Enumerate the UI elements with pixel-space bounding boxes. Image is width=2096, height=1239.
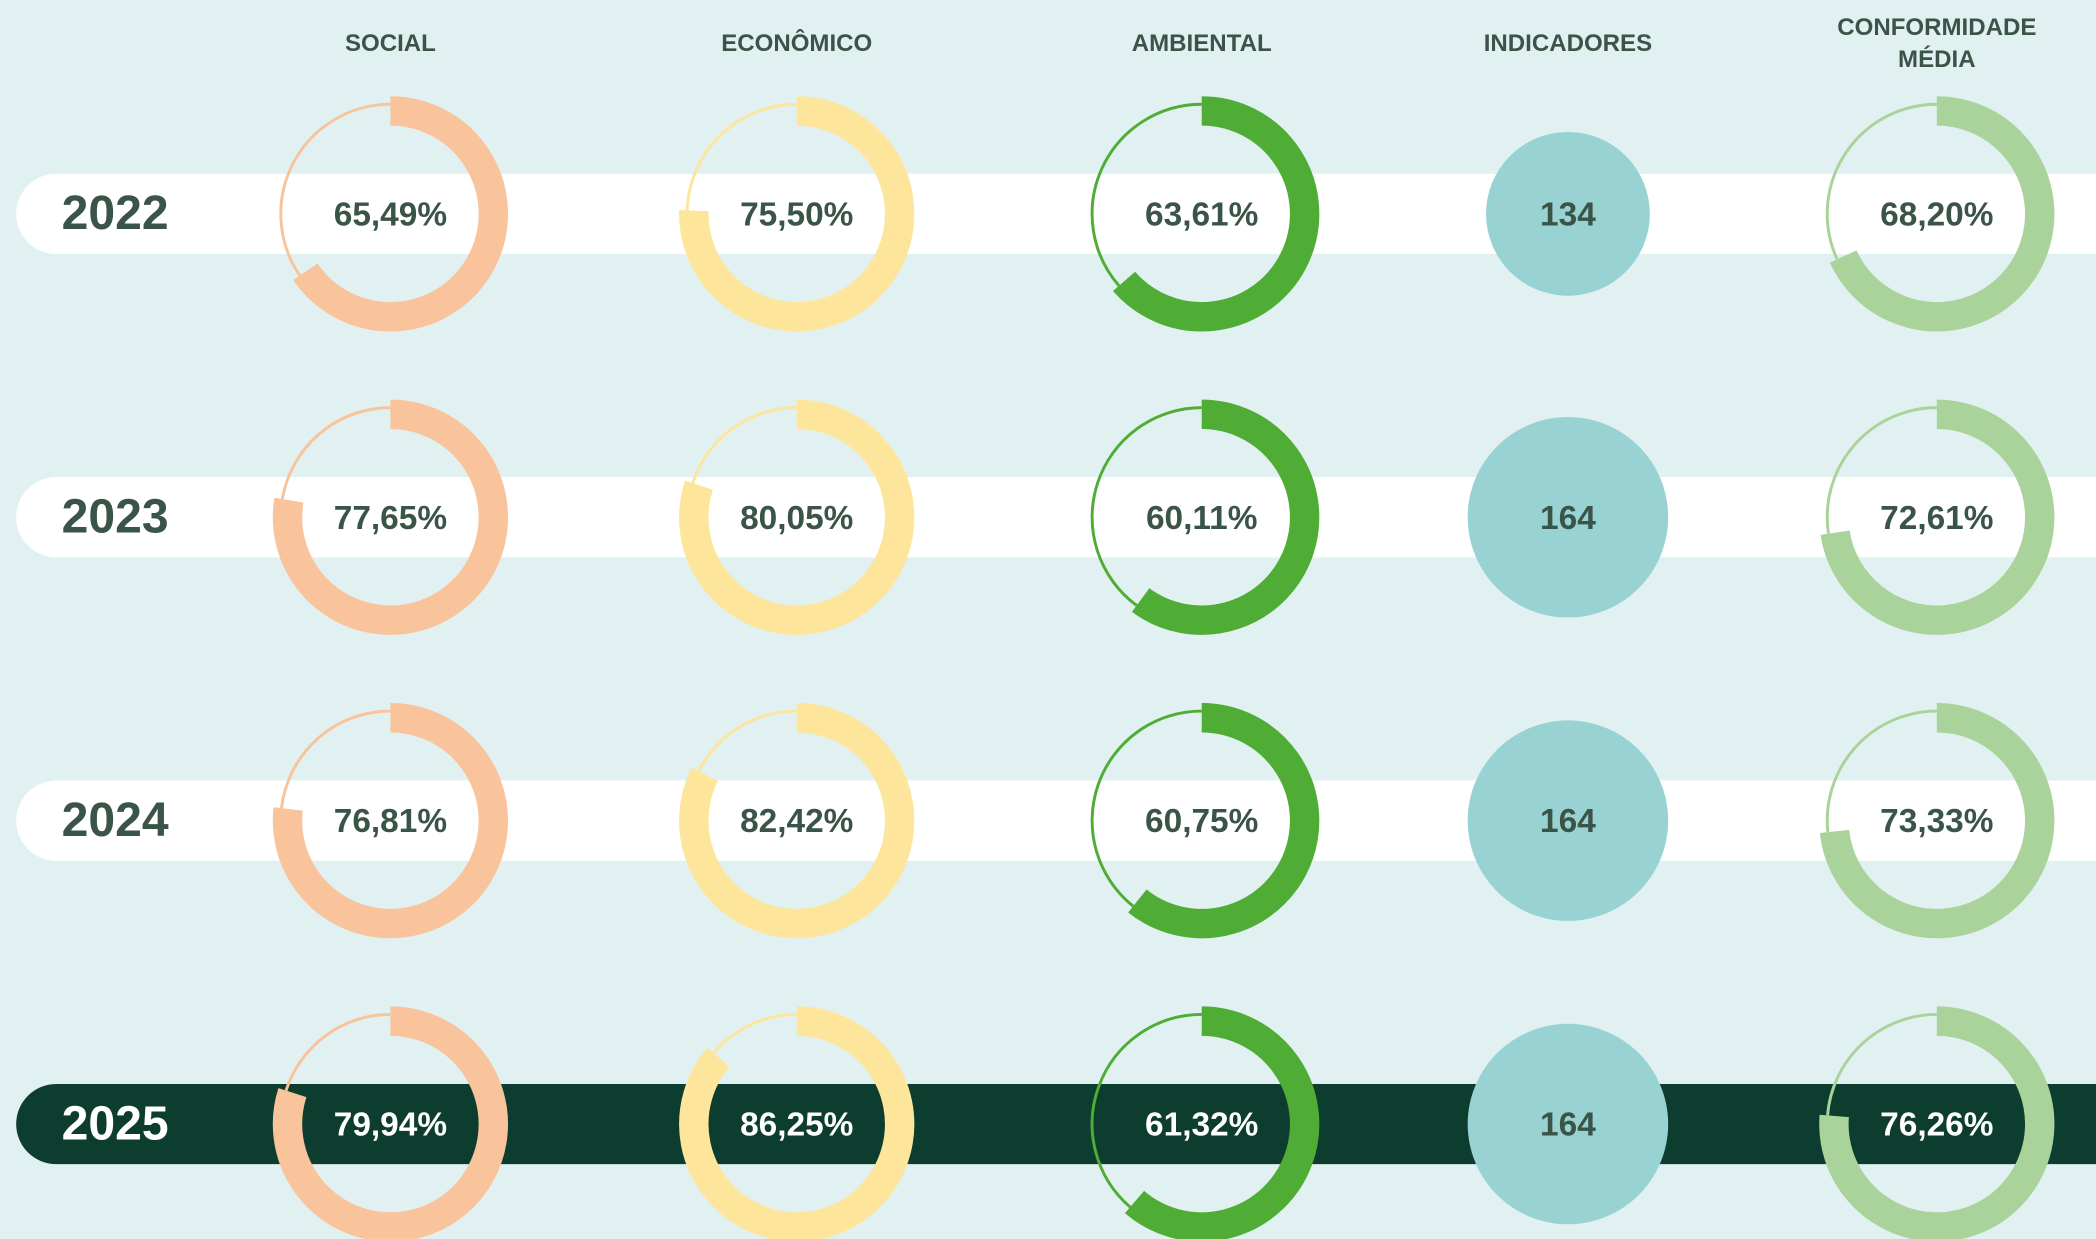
donut-track	[284, 1012, 391, 1092]
donut-track	[1090, 1012, 1202, 1209]
donut-label: 63,61%	[1145, 196, 1258, 233]
donut-track	[1825, 709, 1937, 833]
donut-arc	[272, 703, 509, 939]
donut-label: 80,05%	[740, 500, 853, 537]
row-band	[16, 173, 2096, 254]
donut-track	[1090, 709, 1202, 908]
donut-label: 60,11%	[1146, 500, 1257, 537]
donut-track	[1825, 102, 1937, 260]
donut-label: 82,42%	[740, 803, 853, 840]
year-label: 2024	[62, 793, 169, 847]
donut-arc	[679, 96, 915, 332]
bubble-label: 134	[1540, 196, 1596, 233]
donut-arc	[272, 399, 508, 635]
donut-label: 61,32%	[1145, 1107, 1258, 1144]
column-header: SOCIAL	[344, 29, 436, 57]
column-header-box: SOCIAL	[344, 29, 436, 57]
donut-arc	[1820, 399, 2055, 635]
donut-arc	[1819, 703, 2055, 939]
donut-arc	[1112, 96, 1320, 332]
row-band	[16, 780, 2096, 861]
donut-track	[279, 102, 391, 277]
bubble	[1467, 417, 1669, 618]
bubble	[1467, 720, 1669, 921]
donut-arc	[1829, 96, 2055, 332]
donut-label: 77,65%	[334, 500, 447, 537]
donut-track	[1090, 102, 1202, 287]
year-label: 2025	[62, 1096, 169, 1150]
donut-track	[1090, 406, 1202, 607]
bubble	[1467, 1023, 1669, 1225]
column-header-box: ECONÔMICO	[721, 29, 873, 57]
donut-arc	[1124, 1006, 1320, 1239]
donut-arc	[679, 703, 915, 939]
donut-track	[685, 102, 797, 211]
donut-arc	[1131, 399, 1320, 635]
donut-track	[1825, 406, 1937, 534]
bubble-label: 164	[1540, 1107, 1596, 1144]
year-label: 2023	[62, 490, 169, 544]
donut-arc	[272, 1006, 508, 1239]
column-header: ECONÔMICO	[721, 29, 873, 57]
donut-track	[280, 406, 391, 500]
donut-label: 73,33%	[1880, 803, 1993, 840]
donut-arc	[293, 96, 508, 332]
bubble-label: 164	[1540, 500, 1596, 537]
donut-arc	[679, 1006, 915, 1239]
column-header-box: AMBIENTAL	[1131, 29, 1272, 57]
donut-track	[1826, 1012, 1937, 1116]
column-header-box: CONFORMIDADE MÉDIA	[1837, 13, 2037, 73]
donut-label: 86,25%	[740, 1107, 853, 1144]
donut-label: 65,49%	[334, 196, 447, 233]
column-header-box: INDICADORES	[1483, 29, 1653, 57]
column-header: AMBIENTAL	[1131, 29, 1272, 57]
donut-label: 60,75%	[1145, 803, 1258, 840]
bubble	[1486, 131, 1650, 296]
donut-label: 68,20%	[1880, 196, 1993, 233]
donut-track	[691, 406, 797, 484]
column-header: CONFORMIDADE MÉDIA	[1837, 13, 2037, 73]
donut-track	[280, 709, 391, 809]
row-band	[16, 477, 2096, 558]
donut-arc	[679, 399, 915, 635]
donut-label: 72,61%	[1880, 500, 1993, 537]
donut-label: 76,26%	[1880, 1107, 1993, 1144]
bubble-label: 164	[1540, 803, 1596, 840]
donut-label: 76,81%	[334, 803, 447, 840]
donut-arc	[1128, 703, 1320, 939]
row-band	[16, 1083, 2096, 1165]
year-label: 2022	[62, 186, 169, 240]
donut-track	[697, 709, 797, 773]
donut-track	[712, 1012, 797, 1054]
column-header: INDICADORES	[1483, 29, 1653, 57]
donut-label: 79,94%	[334, 1107, 447, 1144]
donut-label: 75,50%	[740, 196, 853, 233]
donut-arc	[1819, 1006, 2055, 1239]
